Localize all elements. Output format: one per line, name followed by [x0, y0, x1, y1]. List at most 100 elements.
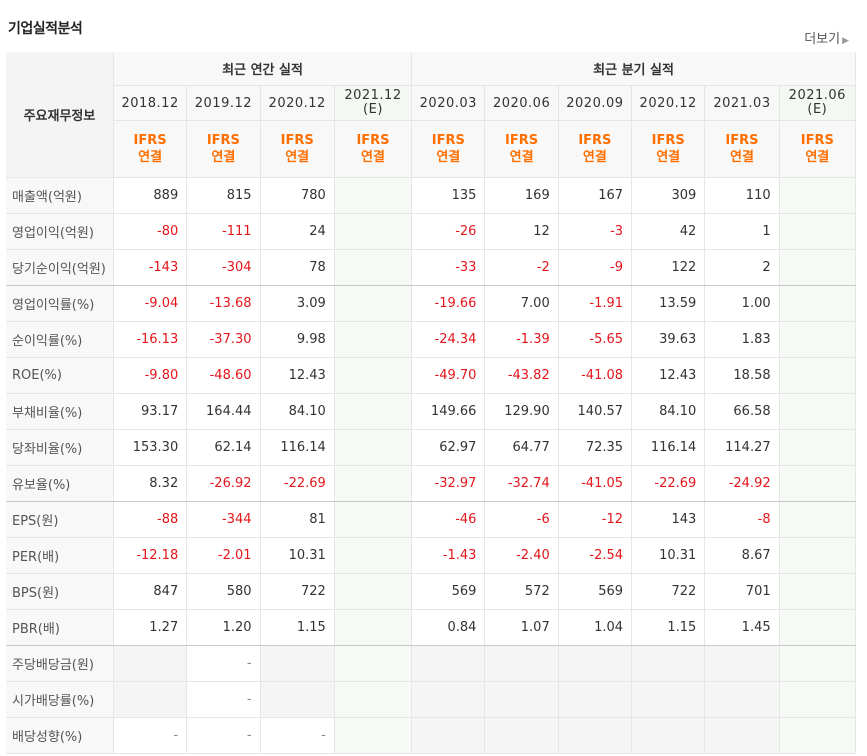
table-cell	[631, 645, 706, 682]
table-cell	[779, 393, 857, 430]
table-cell	[779, 645, 857, 682]
table-cell	[704, 717, 780, 754]
column-basis: IFRS 연결	[334, 120, 413, 178]
table-cell	[779, 537, 857, 574]
table-cell: 10.31	[260, 537, 335, 574]
table-cell: 10.31	[631, 537, 706, 574]
table-cell: 129.90	[484, 393, 559, 430]
column-date: 2019.12	[186, 85, 261, 121]
table-cell: 72.35	[558, 429, 633, 466]
table-cell	[334, 429, 413, 466]
table-cell: 114.27	[704, 429, 780, 466]
column-basis-standard: IFRS	[725, 133, 759, 148]
column-basis-type: 연결	[211, 150, 236, 165]
table-cell: 722	[260, 573, 335, 610]
row-label: 시가배당률(%)	[6, 681, 114, 718]
table-cell: -41.08	[558, 357, 633, 394]
table-cell	[334, 285, 413, 322]
table-cell	[779, 285, 857, 322]
table-cell: 12.43	[260, 357, 335, 394]
table-cell: -2.54	[558, 537, 633, 574]
column-basis-standard: IFRS	[133, 133, 167, 148]
table-cell	[484, 645, 559, 682]
table-row: ROE(%) -9.80 -48.60 12.43 -49.70 -43.82 -41.08…	[6, 357, 857, 394]
table-cell	[334, 681, 413, 718]
table-cell	[779, 177, 857, 214]
table-cell: -	[113, 717, 188, 754]
table-cell	[334, 249, 413, 286]
table-cell: 62.97	[411, 429, 486, 466]
column-date-text: 2020.12	[268, 95, 326, 111]
row-header-label: 주요재무정보	[6, 52, 114, 178]
column-basis: IFRS 연결	[704, 120, 780, 178]
column-date: 2020.12	[260, 85, 335, 121]
table-cell: 24	[260, 213, 335, 250]
table-cell: -24.92	[704, 465, 780, 502]
table-cell	[334, 177, 413, 214]
table-row: PBR(배) 1.27 1.20 1.15 0.84 1.07 1.04 1.15 1.45	[6, 609, 857, 646]
table-cell: -37.30	[186, 321, 261, 358]
table-cell: -9	[558, 249, 633, 286]
table-cell: 62.14	[186, 429, 261, 466]
column-basis-standard: IFRS	[505, 133, 539, 148]
column-basis-type: 연결	[436, 150, 461, 165]
column-basis-type: 연결	[361, 150, 385, 165]
table-cell: -12	[558, 501, 633, 538]
table-cell: 1.15	[260, 609, 335, 646]
table-cell: 116.14	[260, 429, 335, 466]
table-cell: -	[186, 681, 261, 718]
table-cell: 572	[484, 573, 559, 610]
table-cell: 8.67	[704, 537, 780, 574]
row-label: 당좌비율(%)	[6, 429, 114, 466]
column-basis-type: 연결	[656, 150, 681, 165]
table-cell	[334, 213, 413, 250]
table-cell	[411, 645, 486, 682]
table-cell: -33	[411, 249, 486, 286]
column-basis-standard: IFRS	[651, 133, 685, 148]
table-row: 당기순이익(억원) -143 -304 78 -33 -2 -9 122 2	[6, 249, 857, 286]
table-cell: -111	[186, 213, 261, 250]
table-cell: -1.43	[411, 537, 486, 574]
column-basis: IFRS 연결	[113, 120, 188, 178]
table-cell	[334, 609, 413, 646]
table-cell: -41.05	[558, 465, 633, 502]
table-cell: 140.57	[558, 393, 633, 430]
table-cell: 64.77	[484, 429, 559, 466]
table-cell	[704, 645, 780, 682]
table-cell	[779, 429, 857, 466]
table-cell: 8.32	[113, 465, 188, 502]
table-row: BPS(원) 847 580 722 569 572 569 722 701	[6, 573, 857, 610]
more-label: 더보기	[804, 32, 841, 47]
column-basis-standard: IFRS	[800, 133, 834, 148]
table-cell	[334, 645, 413, 682]
column-basis-standard: IFRS	[578, 133, 612, 148]
table-cell: 135	[411, 177, 486, 214]
row-label: 영업이익(억원)	[6, 213, 114, 250]
table-row: 당좌비율(%) 153.30 62.14 116.14 62.97 64.77 72.35 1…	[6, 429, 857, 466]
table-cell: -12.18	[113, 537, 188, 574]
annual-group-header: 최근 연간 실적	[113, 52, 413, 86]
table-cell: 889	[113, 177, 188, 214]
table-row: 배당성향(%) - - -	[6, 717, 857, 754]
table-cell: -19.66	[411, 285, 486, 322]
table-cell	[779, 465, 857, 502]
table-cell	[779, 609, 857, 646]
table-cell: -344	[186, 501, 261, 538]
financial-table: 주요재무정보 최근 연간 실적 최근 분기 실적 2018.12 2019.12 2…	[6, 52, 857, 754]
table-cell: 815	[186, 177, 261, 214]
column-date-text: 2020.03	[419, 95, 477, 111]
column-basis: IFRS 연결	[260, 120, 335, 178]
table-cell: 84.10	[631, 393, 706, 430]
more-link[interactable]: 더보기 ▶	[804, 28, 849, 47]
table-cell: 18.58	[704, 357, 780, 394]
table-cell: -2	[484, 249, 559, 286]
table-cell: -1.91	[558, 285, 633, 322]
table-cell: 169	[484, 177, 559, 214]
table-cell	[411, 717, 486, 754]
table-cell	[704, 681, 780, 718]
table-cell: 9.98	[260, 321, 335, 358]
table-cell: 1.45	[704, 609, 780, 646]
column-basis-type: 연결	[805, 150, 830, 165]
row-label: BPS(원)	[6, 573, 114, 610]
